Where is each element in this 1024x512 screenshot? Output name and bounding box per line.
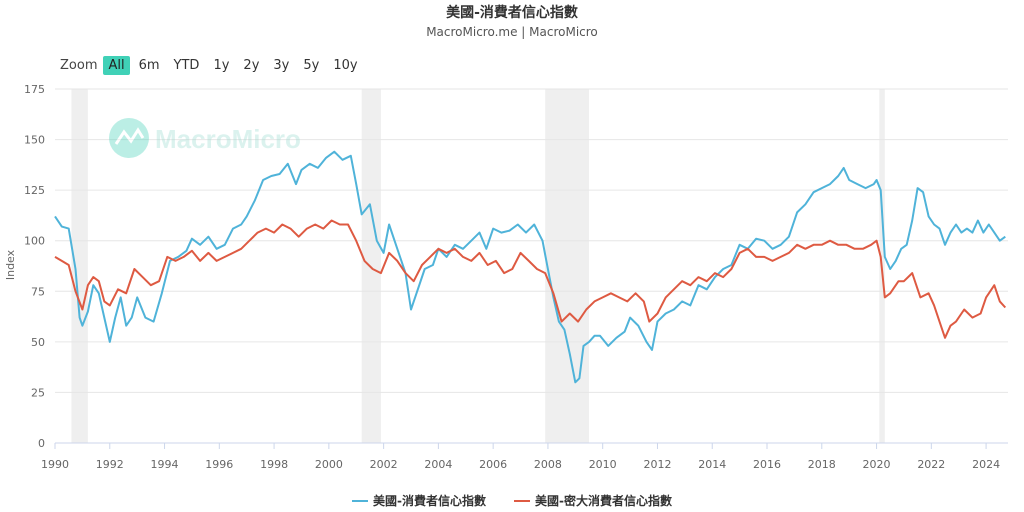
y-tick-label: 50	[31, 336, 45, 349]
zoom-button-1y[interactable]: 1y	[213, 57, 230, 73]
y-tick-label: 150	[24, 134, 45, 147]
x-tick-label: 1994	[151, 458, 179, 471]
x-tick-label: 2014	[698, 458, 726, 471]
y-tick-label: 25	[31, 386, 45, 399]
recession-band	[545, 89, 590, 443]
recession-band	[361, 89, 381, 443]
watermark: MacroMicro	[109, 118, 301, 158]
y-tick-label: 0	[38, 437, 45, 450]
series-line-2	[54, 219, 1007, 339]
x-tick-label: 2024	[972, 458, 1000, 471]
x-tick-label: 2010	[589, 458, 617, 471]
legend: 美國-消費者信心指數 美國-密大消費者信心指數	[0, 492, 1024, 509]
y-axis-label: Index	[4, 249, 17, 280]
x-tick-label: 1992	[96, 458, 124, 471]
legend-swatch	[514, 499, 530, 502]
x-tick-label: 2016	[753, 458, 781, 471]
chart-title: 美國-消費者信心指數	[446, 5, 578, 21]
x-tick-label: 2000	[315, 458, 343, 471]
y-tick-label: 175	[24, 83, 45, 96]
x-tick-label: 1990	[41, 458, 69, 471]
legend-label: 美國-密大消費者信心指數	[535, 494, 672, 508]
grid-lines	[55, 88, 1008, 393]
x-tick-label: 2012	[643, 458, 671, 471]
zoom-button-2y[interactable]: 2y	[243, 57, 260, 73]
zoom-button-all[interactable]: All	[103, 55, 130, 75]
recession-band	[71, 89, 88, 443]
zoom-button-ytd[interactable]: YTD	[173, 57, 200, 73]
chart-subtitle: MacroMicro.me | MacroMicro	[426, 25, 598, 39]
series-line-1	[54, 150, 1006, 384]
x-tick-label: 2022	[917, 458, 945, 471]
zoom-label: Zoom	[60, 57, 98, 73]
watermark-logo-mark	[114, 127, 145, 145]
x-tick-label: 2002	[370, 458, 398, 471]
zoom-button-5y[interactable]: 5y	[303, 57, 320, 73]
legend-item-umich-sentiment[interactable]: 美國-密大消費者信心指數	[514, 492, 672, 509]
legend-swatch	[352, 499, 369, 502]
y-tick-label: 75	[31, 285, 45, 298]
x-tick-label: 2006	[479, 458, 507, 471]
watermark-logo-icon	[109, 118, 149, 158]
y-tick-label: 100	[24, 235, 45, 248]
x-tick-label: 1998	[260, 458, 288, 471]
axes: 0 25 50 75 100 125 150 175 1990 1992 1994 1996 1998 2…	[24, 83, 1008, 471]
x-tick-label: 2018	[808, 458, 836, 471]
series-lines	[54, 150, 1007, 384]
x-tick-label: 2008	[534, 458, 562, 471]
zoom-toolbar: Zoom All 6m YTD 1y 2y 3y 5y 10y	[60, 54, 367, 76]
zoom-button-3y[interactable]: 3y	[273, 57, 290, 73]
legend-label: 美國-消費者信心指數	[373, 494, 486, 508]
y-tick-label: 125	[24, 184, 45, 197]
x-tick-label: 2004	[424, 458, 452, 471]
x-tick-label: 1996	[205, 458, 233, 471]
zoom-button-10y[interactable]: 10y	[333, 57, 358, 73]
legend-item-consumer-confidence[interactable]: 美國-消費者信心指數	[352, 492, 486, 509]
zoom-button-6m[interactable]: 6m	[138, 57, 160, 73]
watermark-text: MacroMicro	[155, 124, 301, 154]
x-tick-label: 2020	[863, 458, 891, 471]
line-chart: MacroMicro 0 25 50 75 100 125 150 175 1990 1992 19…	[4, 83, 1008, 471]
